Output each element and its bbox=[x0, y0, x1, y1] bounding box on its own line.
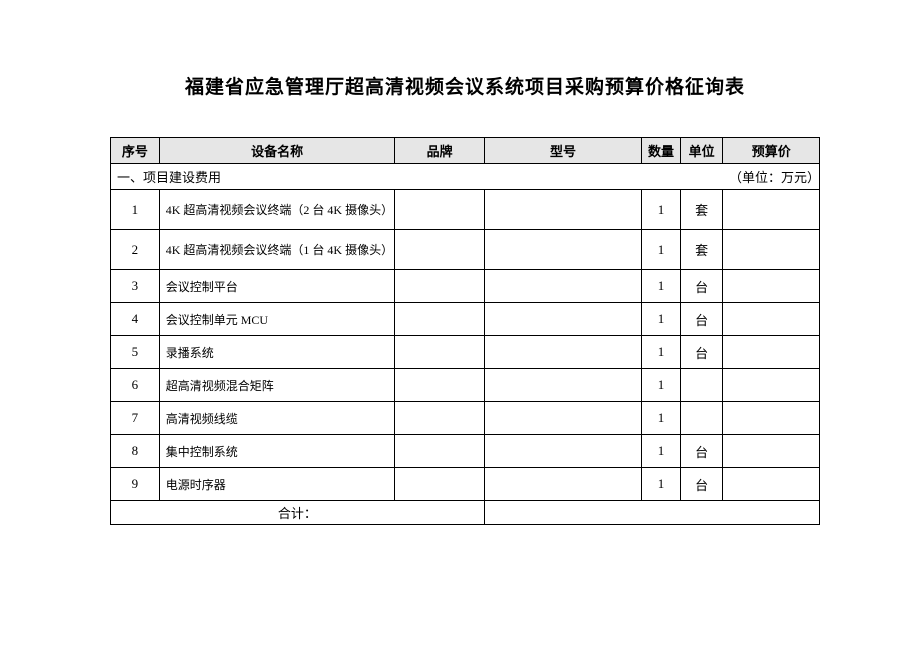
cell-unit bbox=[680, 369, 723, 402]
cell-unit: 台 bbox=[680, 468, 723, 501]
cell-qty: 1 bbox=[642, 468, 681, 501]
section-label: 一、项目建设费用 bbox=[111, 164, 723, 190]
col-header-qty: 数量 bbox=[642, 138, 681, 164]
page-title: 福建省应急管理厅超高清视频会议系统项目采购预算价格征询表 bbox=[110, 72, 820, 99]
table-row: 7高清视频线缆 1 bbox=[111, 402, 820, 435]
cell-unit: 台 bbox=[680, 303, 723, 336]
cell-unit: 套 bbox=[680, 230, 723, 270]
cell-seq: 7 bbox=[111, 402, 160, 435]
cell-qty: 1 bbox=[642, 190, 681, 230]
cell-model bbox=[484, 336, 641, 369]
cell-name: 会议控制平台 bbox=[159, 270, 395, 303]
cell-model bbox=[484, 369, 641, 402]
cell-brand bbox=[395, 402, 484, 435]
cell-brand bbox=[395, 230, 484, 270]
section-unit-note: （单位：万元） bbox=[723, 164, 820, 190]
cell-name: 电源时序器 bbox=[159, 468, 395, 501]
cell-seq: 6 bbox=[111, 369, 160, 402]
cell-brand bbox=[395, 468, 484, 501]
cell-qty: 1 bbox=[642, 230, 681, 270]
cell-name: 4K 超高清视频会议终端（2 台 4K 摄像头） bbox=[159, 190, 395, 230]
cell-seq: 4 bbox=[111, 303, 160, 336]
cell-unit: 套 bbox=[680, 190, 723, 230]
cell-price bbox=[723, 402, 820, 435]
cell-brand bbox=[395, 303, 484, 336]
col-header-model: 型号 bbox=[484, 138, 641, 164]
table-row: 5录播系统 1台 bbox=[111, 336, 820, 369]
cell-price bbox=[723, 190, 820, 230]
cell-brand bbox=[395, 369, 484, 402]
table-row: 14K 超高清视频会议终端（2 台 4K 摄像头）1套 bbox=[111, 190, 820, 230]
cell-seq: 3 bbox=[111, 270, 160, 303]
cell-seq: 2 bbox=[111, 230, 160, 270]
cell-qty: 1 bbox=[642, 270, 681, 303]
cell-brand bbox=[395, 435, 484, 468]
cell-brand bbox=[395, 336, 484, 369]
footer-value bbox=[484, 501, 819, 525]
cell-name: 录播系统 bbox=[159, 336, 395, 369]
cell-price bbox=[723, 230, 820, 270]
footer-row: 合计： bbox=[111, 501, 820, 525]
table-row: 8集中控制系统 1台 bbox=[111, 435, 820, 468]
cell-seq: 9 bbox=[111, 468, 160, 501]
cell-name: 4K 超高清视频会议终端（1 台 4K 摄像头） bbox=[159, 230, 395, 270]
cell-price bbox=[723, 369, 820, 402]
cell-model bbox=[484, 270, 641, 303]
cell-price bbox=[723, 303, 820, 336]
cell-seq: 1 bbox=[111, 190, 160, 230]
cell-model bbox=[484, 402, 641, 435]
cell-qty: 1 bbox=[642, 336, 681, 369]
cell-name: 会议控制单元 MCU bbox=[159, 303, 395, 336]
col-header-price: 预算价 bbox=[723, 138, 820, 164]
table-row: 6超高清视频混合矩阵 1 bbox=[111, 369, 820, 402]
col-header-name: 设备名称 bbox=[159, 138, 395, 164]
cell-price bbox=[723, 435, 820, 468]
table-row: 24K 超高清视频会议终端（1 台 4K 摄像头） 1套 bbox=[111, 230, 820, 270]
col-header-seq: 序号 bbox=[111, 138, 160, 164]
cell-qty: 1 bbox=[642, 435, 681, 468]
cell-model bbox=[484, 435, 641, 468]
cell-unit: 台 bbox=[680, 435, 723, 468]
col-header-unit: 单位 bbox=[680, 138, 723, 164]
table-row: 9电源时序器 1台 bbox=[111, 468, 820, 501]
cell-seq: 8 bbox=[111, 435, 160, 468]
cell-brand bbox=[395, 270, 484, 303]
cell-model bbox=[484, 468, 641, 501]
cell-model bbox=[484, 303, 641, 336]
cell-brand bbox=[395, 190, 484, 230]
table-row: 4会议控制单元 MCU 1台 bbox=[111, 303, 820, 336]
cell-qty: 1 bbox=[642, 402, 681, 435]
cell-name: 集中控制系统 bbox=[159, 435, 395, 468]
cell-name: 超高清视频混合矩阵 bbox=[159, 369, 395, 402]
cell-model bbox=[484, 190, 641, 230]
cell-unit bbox=[680, 402, 723, 435]
footer-label: 合计： bbox=[111, 501, 485, 525]
cell-price bbox=[723, 468, 820, 501]
table-header-row: 序号 设备名称 品牌 型号 数量 单位 预算价 bbox=[111, 138, 820, 164]
cell-seq: 5 bbox=[111, 336, 160, 369]
section-row: 一、项目建设费用 （单位：万元） bbox=[111, 164, 820, 190]
cell-name: 高清视频线缆 bbox=[159, 402, 395, 435]
cell-unit: 台 bbox=[680, 270, 723, 303]
col-header-brand: 品牌 bbox=[395, 138, 484, 164]
cell-price bbox=[723, 270, 820, 303]
cell-model bbox=[484, 230, 641, 270]
cell-qty: 1 bbox=[642, 303, 681, 336]
budget-table: 序号 设备名称 品牌 型号 数量 单位 预算价 一、项目建设费用 （单位：万元）… bbox=[110, 137, 820, 525]
cell-price bbox=[723, 336, 820, 369]
cell-unit: 台 bbox=[680, 336, 723, 369]
table-row: 3会议控制平台 1台 bbox=[111, 270, 820, 303]
cell-qty: 1 bbox=[642, 369, 681, 402]
